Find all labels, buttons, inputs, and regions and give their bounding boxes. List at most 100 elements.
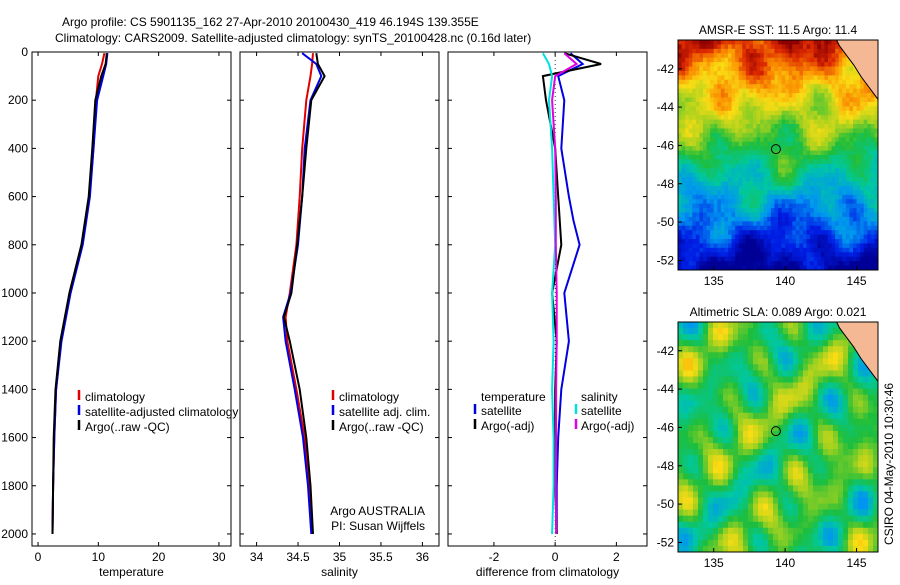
heatmap-cell	[733, 467, 739, 474]
heatmap-cell	[870, 247, 875, 253]
heatmap-cell	[806, 124, 811, 129]
heatmap-cell	[688, 115, 693, 121]
heatmap-cell	[706, 177, 711, 182]
heatmap-cell	[788, 128, 793, 134]
heatmap-cell	[733, 533, 739, 541]
heatmap-cell	[783, 394, 789, 402]
heatmap-cell	[713, 424, 719, 432]
heatmap-cell	[756, 172, 761, 178]
heatmap-cell	[770, 79, 775, 85]
heatmap-cell	[743, 461, 749, 468]
heatmap-cell	[788, 70, 793, 76]
heatmap-cell	[849, 110, 854, 116]
heatmap-cell	[849, 115, 854, 121]
sla_map-cells	[678, 322, 878, 552]
heatmap-cell	[703, 352, 709, 359]
heatmap-cell	[863, 137, 868, 143]
heatmap-cell	[806, 225, 811, 231]
heatmap-cell	[683, 521, 689, 529]
heatmap-cell	[695, 216, 700, 222]
heatmap-cell	[706, 110, 711, 116]
heatmap-cell	[853, 194, 857, 200]
heatmap-cell	[810, 70, 815, 76]
heatmap-cell	[749, 48, 754, 54]
heatmap-cell	[833, 346, 839, 353]
heatmap-cell	[785, 239, 790, 244]
heatmap-cell	[835, 48, 840, 54]
heatmap-cell	[749, 75, 754, 81]
heatmap-cell	[858, 485, 864, 492]
heatmap-cell	[728, 394, 734, 402]
heatmap-cell	[813, 406, 819, 414]
heatmap-cell	[763, 352, 769, 359]
heatmap-cell	[870, 150, 875, 156]
heatmap-cell	[853, 199, 857, 205]
heatmap-cell	[838, 394, 844, 402]
heatmap-cell	[763, 150, 768, 156]
heatmap-cell	[713, 185, 718, 191]
heatmap-cell	[793, 467, 799, 474]
heatmap-cell	[860, 124, 865, 129]
heatmap-cell	[853, 159, 857, 165]
heatmap-cell	[770, 75, 775, 81]
heatmap-cell	[728, 467, 734, 474]
heatmap-cell	[873, 533, 878, 541]
heatmap-cell	[817, 177, 822, 182]
heatmap-cell	[867, 128, 872, 134]
heatmap-cell	[774, 172, 779, 178]
heatmap-cell	[731, 84, 736, 90]
heatmap-cell	[803, 53, 807, 59]
heatmap-cell	[724, 194, 729, 200]
heatmap-cell	[798, 328, 804, 335]
heatmap-cell	[717, 97, 722, 103]
heatmap-cell	[743, 491, 749, 498]
heatmap-cell	[692, 48, 697, 54]
heatmap-cell	[813, 461, 819, 468]
heatmap-cell	[778, 479, 784, 486]
heatmap-cell	[774, 203, 779, 209]
heatmap-cell	[688, 256, 693, 262]
heatmap-cell	[738, 150, 743, 156]
heatmap-cell	[718, 443, 724, 450]
heatmap-cell	[823, 388, 829, 396]
heatmap-cell	[770, 101, 775, 107]
heatmap-cell	[738, 358, 744, 365]
heatmap-cell	[678, 437, 684, 444]
heatmap-cell	[793, 418, 799, 426]
heatmap-cell	[838, 449, 844, 456]
heatmap-cell	[788, 159, 793, 165]
heatmap-cell	[808, 322, 814, 329]
heatmap-cell	[828, 521, 834, 529]
heatmap-cell	[699, 203, 704, 209]
heatmap-cell	[692, 172, 697, 178]
heatmap-cell	[813, 234, 818, 240]
heatmap-cell	[763, 400, 769, 408]
heatmap-cell	[870, 230, 875, 236]
heatmap-cell	[693, 539, 699, 547]
heatmap-cell	[843, 437, 849, 444]
heatmap-cell	[713, 70, 718, 76]
heatmap-cell	[848, 521, 854, 529]
heatmap-cell	[792, 79, 797, 85]
heatmap-cell	[849, 230, 854, 236]
heatmap-cell	[723, 370, 729, 377]
heatmap-cell	[806, 110, 811, 116]
heatmap-cell	[733, 473, 739, 480]
heatmap-cell	[803, 177, 807, 182]
heatmap-cell	[818, 497, 824, 504]
heatmap-cell	[835, 194, 840, 200]
heatmap-cell	[845, 225, 850, 231]
temperature-y-tick-label: 1600	[1, 431, 28, 445]
heatmap-cell	[817, 141, 822, 147]
heatmap-cell	[703, 473, 709, 480]
heatmap-cell	[733, 539, 739, 547]
heatmap-cell	[849, 212, 854, 218]
heatmap-cell	[843, 515, 849, 523]
heatmap-cell	[703, 394, 709, 402]
heatmap-cell	[831, 84, 836, 90]
heatmap-cell	[810, 194, 815, 200]
heatmap-cell	[738, 106, 743, 112]
heatmap-cell	[788, 124, 793, 129]
heatmap-cell	[688, 234, 693, 240]
